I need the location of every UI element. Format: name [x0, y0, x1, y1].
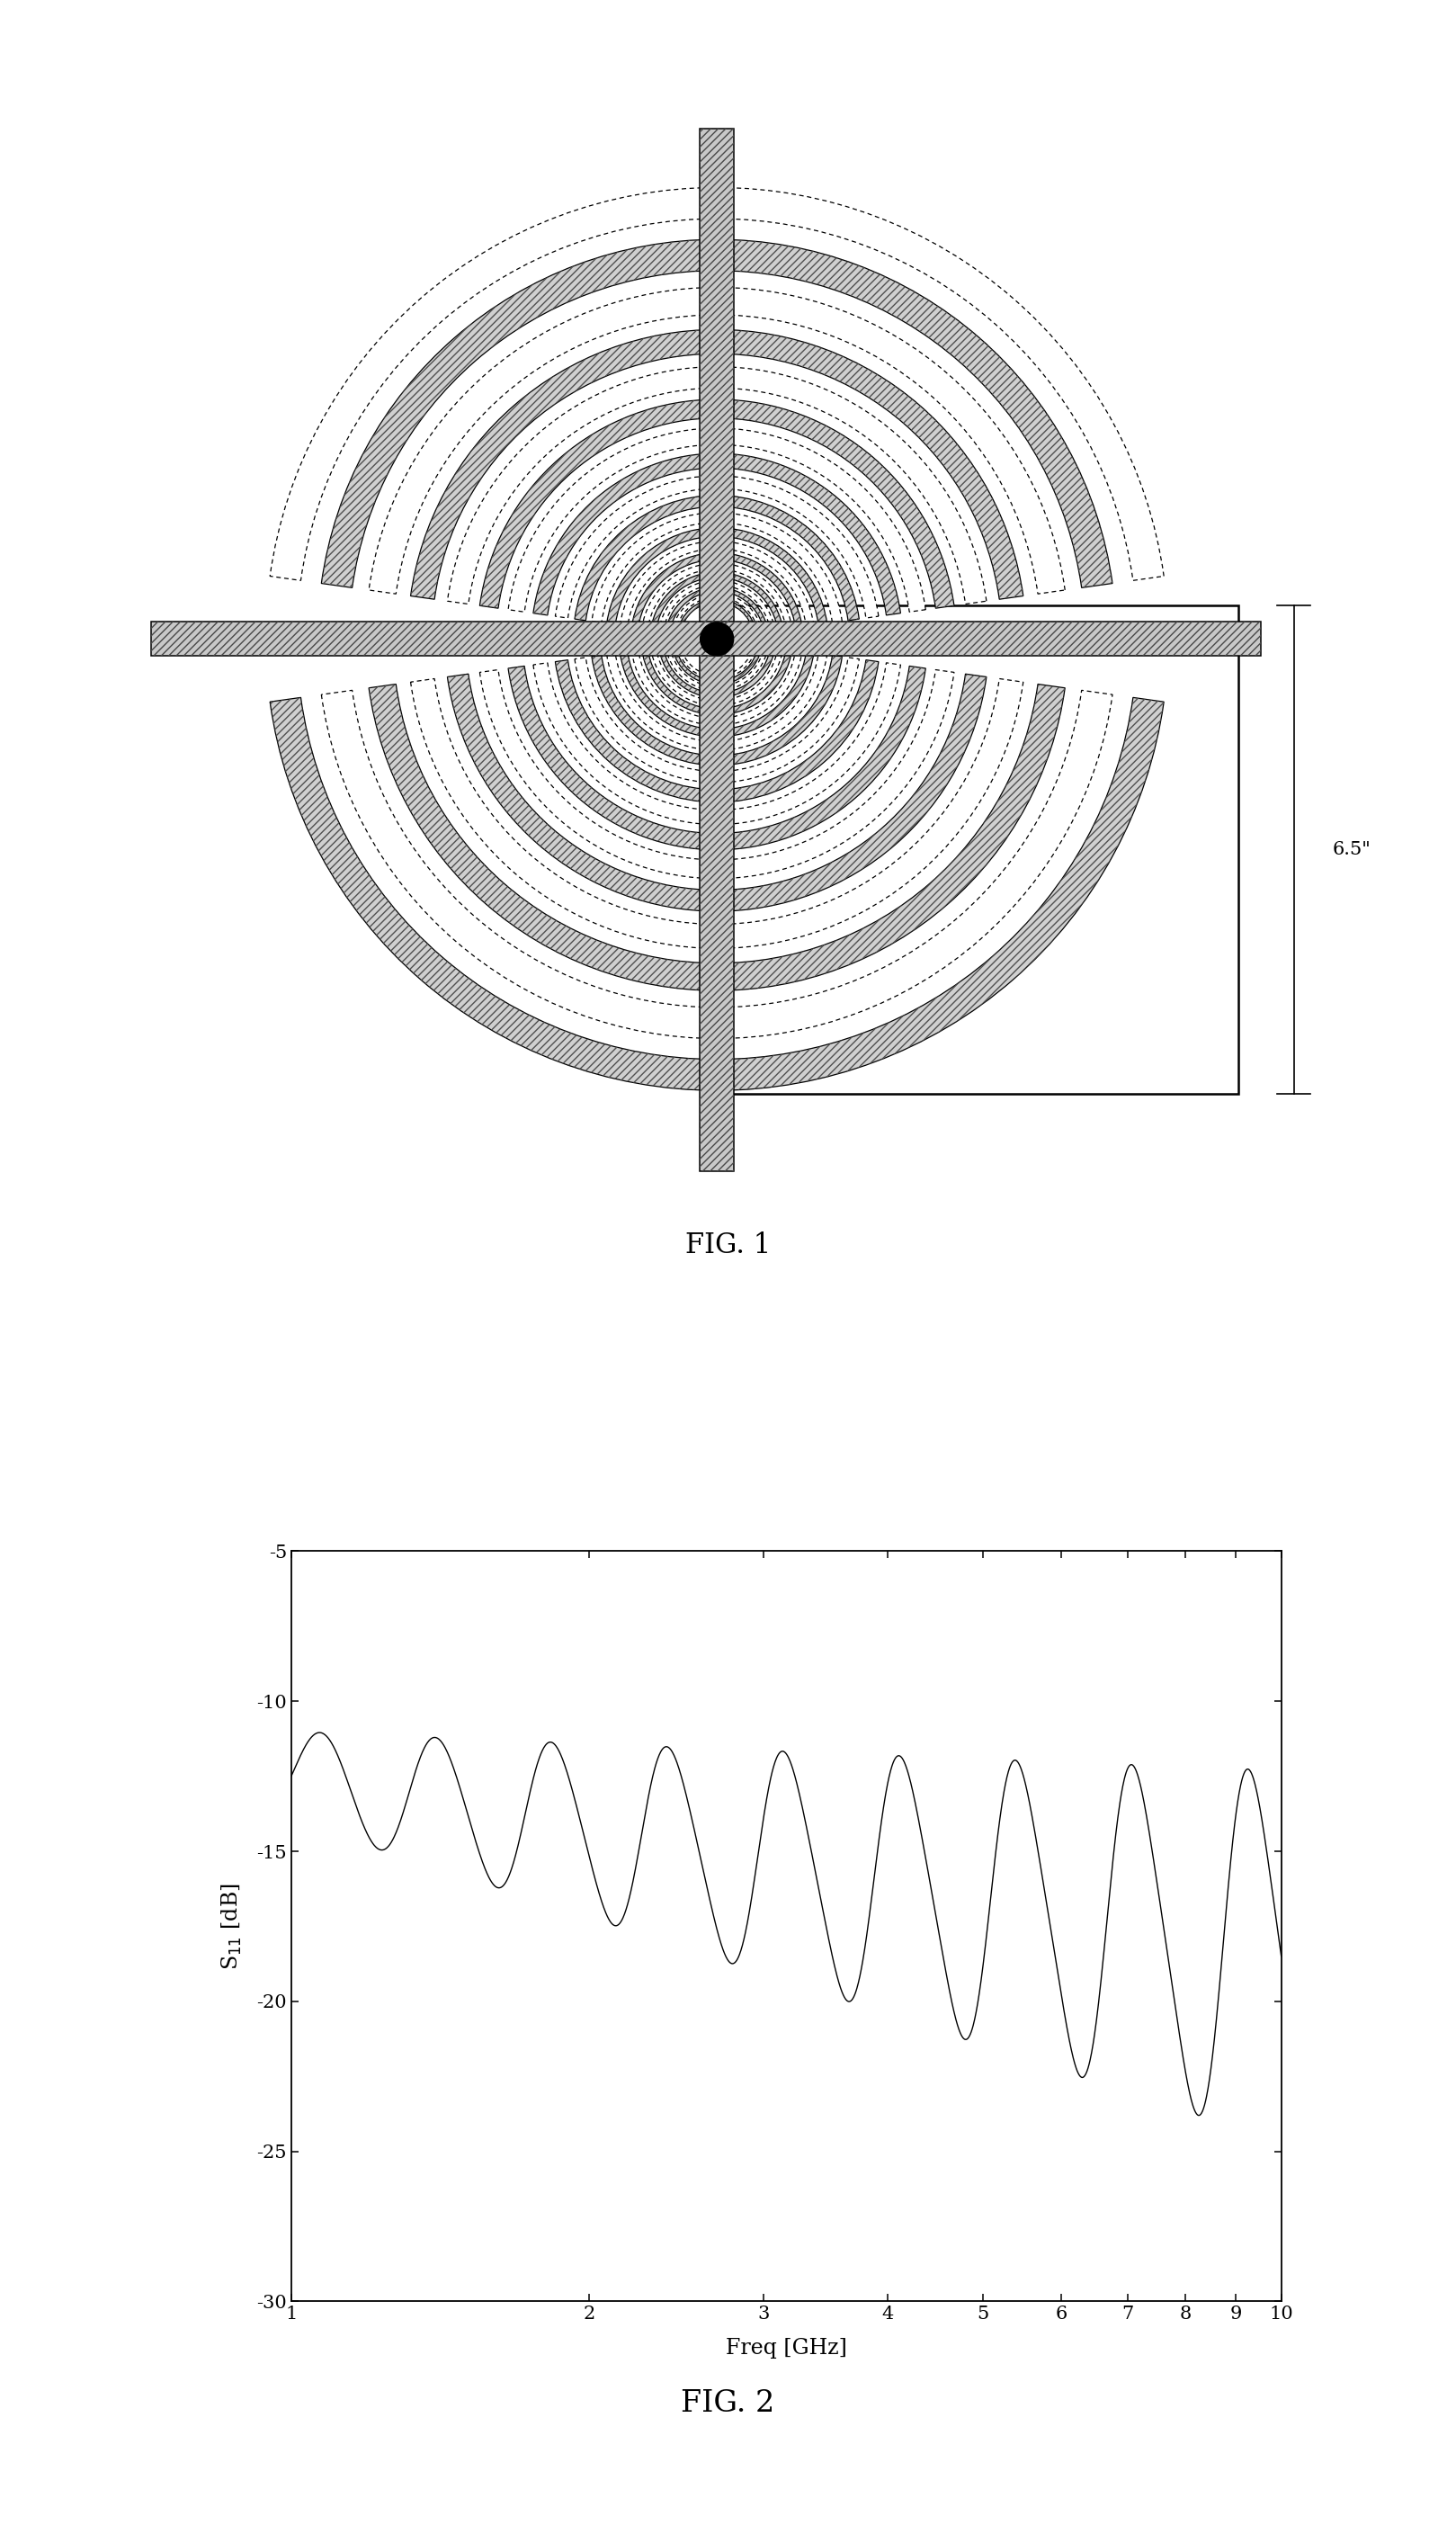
Wedge shape	[575, 659, 859, 783]
Wedge shape	[269, 188, 1163, 580]
Wedge shape	[479, 669, 954, 877]
Wedge shape	[632, 552, 802, 628]
Wedge shape	[620, 651, 814, 737]
Wedge shape	[447, 366, 987, 605]
Wedge shape	[642, 648, 792, 715]
Wedge shape	[555, 661, 878, 801]
Wedge shape	[651, 572, 783, 631]
Wedge shape	[322, 689, 1112, 1038]
Wedge shape	[575, 496, 859, 620]
Wedge shape	[411, 331, 1024, 600]
Wedge shape	[411, 679, 1024, 949]
Wedge shape	[508, 427, 926, 613]
Wedge shape	[533, 453, 901, 615]
Wedge shape	[632, 651, 802, 725]
Wedge shape	[533, 664, 901, 824]
Wedge shape	[677, 600, 757, 633]
Bar	[700, 130, 734, 1172]
Text: FIG. 2: FIG. 2	[681, 2388, 775, 2418]
Wedge shape	[591, 656, 842, 765]
X-axis label: Freq [GHz]: Freq [GHz]	[725, 2337, 847, 2357]
Wedge shape	[671, 593, 761, 633]
Wedge shape	[269, 697, 1163, 1091]
Wedge shape	[607, 654, 827, 750]
Wedge shape	[658, 646, 775, 697]
Wedge shape	[591, 514, 842, 623]
Circle shape	[700, 623, 734, 656]
Wedge shape	[671, 646, 761, 684]
Wedge shape	[658, 580, 775, 631]
Text: FIG. 1: FIG. 1	[686, 1231, 770, 1259]
Wedge shape	[677, 643, 757, 679]
Wedge shape	[607, 529, 827, 626]
Wedge shape	[665, 646, 769, 692]
Wedge shape	[368, 287, 1064, 595]
Wedge shape	[368, 684, 1064, 992]
Wedge shape	[479, 399, 954, 608]
Wedge shape	[322, 239, 1112, 587]
Wedge shape	[508, 666, 926, 849]
Text: 6.5": 6.5"	[1332, 842, 1372, 860]
Bar	[700, 130, 734, 1172]
Bar	[151, 623, 1261, 656]
Bar	[151, 623, 1261, 656]
Wedge shape	[620, 542, 814, 626]
Y-axis label: S$_{11}$ [dB]: S$_{11}$ [dB]	[220, 1882, 245, 1971]
Wedge shape	[447, 674, 987, 910]
Wedge shape	[651, 648, 783, 707]
Wedge shape	[642, 562, 792, 628]
Wedge shape	[555, 476, 878, 618]
Wedge shape	[665, 587, 769, 633]
Bar	[712, 605, 1238, 1093]
